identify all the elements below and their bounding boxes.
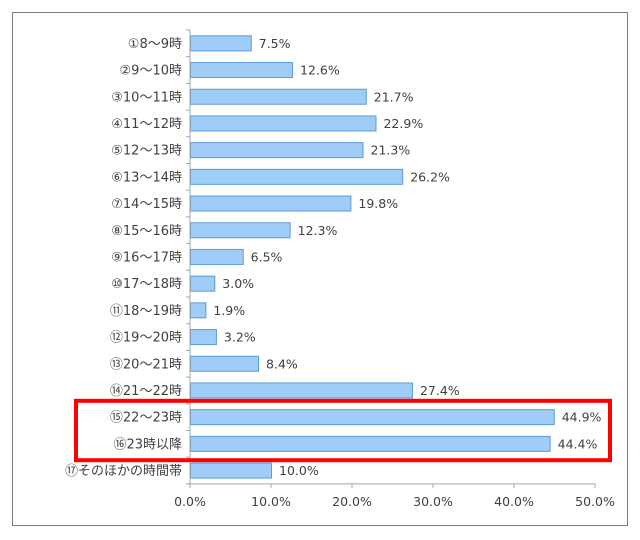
- bar: [190, 382, 413, 399]
- value-label: 3.0%: [222, 276, 254, 291]
- bar: [190, 195, 352, 212]
- category-label: ⑥13～14時: [111, 170, 182, 185]
- category-label: ⑭21～22時: [110, 384, 182, 399]
- bar: [190, 248, 244, 265]
- category-label: ⑬20～21時: [110, 357, 182, 372]
- bar: [190, 168, 404, 185]
- bar: [190, 275, 216, 292]
- value-label: 7.5%: [259, 36, 291, 51]
- category-label: ⑩17～18時: [111, 277, 182, 292]
- value-label: 21.7%: [374, 89, 414, 104]
- bar: [190, 409, 555, 426]
- category-label: ⑧15～16時: [111, 224, 182, 239]
- value-label: 27.4%: [420, 383, 460, 398]
- x-tick-label: 50.0%: [575, 494, 615, 509]
- value-label: 1.9%: [213, 303, 245, 318]
- bar: [190, 62, 294, 79]
- category-label: ⑪18～19時: [110, 304, 182, 319]
- category-label: ⑯23時以降: [113, 437, 182, 452]
- value-label: 12.3%: [298, 223, 338, 238]
- bar: [190, 35, 252, 52]
- value-label: 6.5%: [251, 249, 283, 264]
- bar: [190, 302, 207, 319]
- x-tick-label: 10.0%: [251, 494, 291, 509]
- category-label: ⑮22～23時: [110, 411, 182, 426]
- bar: [190, 142, 364, 159]
- value-label: 12.6%: [300, 63, 340, 78]
- bar: [190, 329, 217, 346]
- value-label: 3.2%: [224, 330, 256, 345]
- category-label: ①8～9時: [128, 37, 182, 52]
- x-tick-label: 40.0%: [494, 494, 534, 509]
- category-label: ⑤12～13時: [111, 144, 182, 159]
- bar: [190, 222, 291, 239]
- category-label: ⑫19～20時: [110, 331, 182, 346]
- value-label: 44.9%: [562, 410, 602, 425]
- value-label: 10.0%: [279, 463, 319, 478]
- x-tick-label: 30.0%: [413, 494, 453, 509]
- category-label: ⑨16～17時: [111, 250, 182, 265]
- value-label: 19.8%: [358, 196, 398, 211]
- category-label: ②9～10時: [120, 64, 182, 79]
- bar: [190, 88, 367, 105]
- value-label: 21.3%: [371, 143, 411, 158]
- category-label: ⑦14～15時: [111, 197, 182, 212]
- x-tick-label: 20.0%: [332, 494, 372, 509]
- value-label: 8.4%: [266, 356, 298, 371]
- value-label: 22.9%: [383, 116, 423, 131]
- value-label: 44.4%: [558, 436, 598, 451]
- bar: [190, 355, 260, 372]
- x-tick-label: 0.0%: [174, 494, 206, 509]
- bar: [190, 462, 272, 479]
- value-label: 26.2%: [410, 169, 450, 184]
- bar: [190, 435, 551, 452]
- category-label: ③10～11時: [111, 90, 182, 105]
- bar: [190, 115, 377, 132]
- highlight-box: [74, 398, 612, 463]
- category-label: ④11～12時: [111, 117, 182, 132]
- category-label: ⑰そのほかの時間帯: [65, 464, 182, 479]
